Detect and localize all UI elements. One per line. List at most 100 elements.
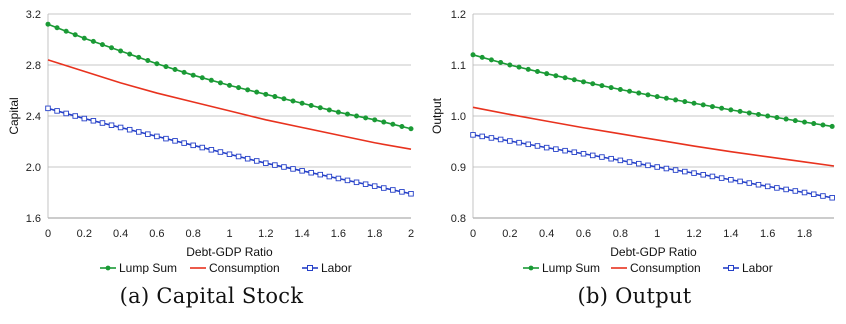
data-point — [746, 180, 753, 186]
data-point — [99, 120, 106, 126]
data-point — [335, 109, 341, 115]
data-point — [820, 122, 826, 128]
legend-marker — [105, 265, 111, 271]
x-tick-label: 0.2 — [77, 228, 92, 240]
data-point — [470, 52, 476, 58]
data-point — [498, 59, 504, 65]
data-point — [765, 113, 771, 119]
data-point — [691, 100, 697, 106]
x-tick-label: 1.4 — [294, 228, 309, 240]
data-point — [127, 51, 133, 57]
data-point — [737, 108, 743, 114]
data-point — [516, 139, 522, 146]
y-tick-label: 3.2 — [26, 9, 41, 21]
data-point — [470, 132, 476, 138]
data-point — [553, 146, 559, 152]
data-point — [755, 181, 762, 188]
x-tick-label: 1.2 — [686, 228, 701, 240]
y-axis-label: Output — [430, 97, 444, 134]
data-point — [543, 144, 550, 151]
legend-marker — [307, 265, 313, 271]
data-point — [608, 85, 614, 91]
data-point — [617, 157, 624, 164]
data-point — [534, 143, 541, 149]
data-point — [90, 38, 96, 44]
data-point — [344, 111, 350, 117]
data-point — [326, 173, 333, 180]
data-point — [244, 155, 251, 162]
data-point — [507, 62, 513, 68]
data-point — [227, 82, 233, 88]
data-point — [792, 188, 799, 194]
data-point — [290, 98, 296, 104]
data-point — [236, 85, 242, 91]
data-point — [571, 77, 577, 83]
data-point — [488, 57, 494, 63]
data-point — [390, 121, 396, 127]
data-point — [802, 119, 808, 125]
data-point — [719, 105, 725, 111]
y-axis-label: Capital — [7, 97, 21, 134]
data-point — [362, 181, 369, 187]
data-point — [90, 118, 97, 124]
data-point — [580, 150, 587, 157]
legend-label: Consumption — [209, 261, 280, 274]
y-tick-label: 0.9 — [451, 162, 466, 174]
data-point — [617, 86, 623, 92]
data-point — [507, 138, 513, 144]
x-tick-label: 0 — [45, 228, 51, 240]
data-point — [525, 66, 531, 72]
data-point — [299, 100, 305, 106]
data-point — [764, 183, 771, 190]
data-point — [109, 45, 115, 51]
data-point — [581, 79, 587, 85]
legend-label: Consumption — [630, 261, 701, 274]
data-point — [544, 71, 550, 77]
data-point — [217, 149, 224, 155]
data-point — [645, 92, 651, 98]
data-point — [700, 172, 706, 178]
data-point — [728, 176, 734, 183]
y-tick-label: 1.2 — [451, 9, 466, 21]
data-point — [718, 175, 725, 181]
x-tick-label: 2 — [408, 228, 414, 240]
caption-output: (b) Output — [577, 284, 692, 308]
data-point — [479, 54, 485, 60]
data-point — [408, 191, 414, 197]
data-point — [599, 83, 605, 89]
data-point — [217, 80, 223, 86]
data-point — [81, 35, 87, 41]
data-point — [126, 126, 133, 133]
data-point — [608, 155, 614, 162]
data-point — [354, 113, 360, 119]
data-point — [154, 61, 160, 67]
data-point — [290, 166, 296, 172]
data-point — [682, 99, 688, 105]
data-point — [199, 144, 206, 151]
chart-capital: 1.6 2.0 2.4 2.8 3.2 0 0.2 0.4 0.6 0.8 1 1.2 1.4 1.6 1.… — [7, 9, 414, 274]
data-point — [281, 164, 287, 170]
data-point — [54, 108, 60, 114]
data-point — [562, 75, 568, 81]
data-point — [682, 168, 688, 175]
x-tick-label: 1 — [654, 228, 660, 240]
data-point — [372, 117, 378, 123]
data-point — [829, 195, 835, 201]
data-point — [645, 162, 651, 169]
data-point — [479, 133, 485, 140]
x-tick-label: 1.4 — [723, 228, 738, 240]
panel-capital-stock: 1.6 2.0 2.4 2.8 3.2 0 0.2 0.4 0.6 0.8 1 1.2 1.4 1.6 1.… — [7, 9, 414, 308]
x-tick-label: 1.8 — [797, 228, 812, 240]
data-point — [308, 102, 314, 108]
data-point — [381, 185, 387, 191]
data-point — [181, 69, 187, 75]
series-line-consumption — [472, 106, 835, 167]
data-point — [627, 88, 633, 94]
data-point — [399, 124, 405, 130]
y-tick-label: 2.0 — [26, 162, 41, 174]
data-point — [663, 165, 670, 172]
data-point — [746, 110, 752, 116]
data-point — [811, 121, 817, 127]
x-tick-label: 1.8 — [367, 228, 382, 240]
data-point — [308, 169, 314, 176]
